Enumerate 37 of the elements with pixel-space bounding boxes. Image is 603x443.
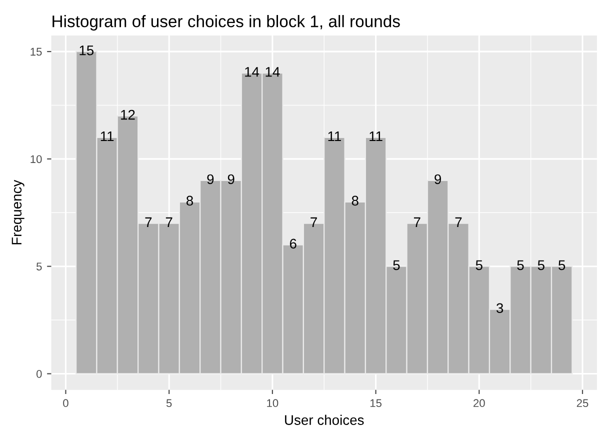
data-label: 12 [121,110,135,120]
data-label: 3 [496,303,504,314]
data-label: 7 [414,217,420,227]
data-label: 7 [145,217,152,227]
data-label: 8 [352,196,358,206]
data-label: 5 [517,260,524,270]
data-label: 15 [80,46,94,56]
data-label: 11 [328,132,341,142]
data-label: 8 [186,196,194,206]
y-tick-label: 0 [36,370,42,378]
data-label: 7 [166,217,172,227]
data-label: 5 [393,260,400,270]
data-label: 14 [245,67,260,77]
x-tick-label: 15 [370,399,382,408]
y-axis-title: Frequency [12,180,24,244]
data-label: 5 [538,260,544,270]
data-label: 14 [266,67,280,77]
y-tick-label: 10 [30,155,42,164]
data-label: 7 [455,217,462,227]
data-label: 9 [228,174,234,184]
chart-title: Histogram of user choices in block 1, all rounds [52,15,400,31]
data-label: 11 [100,132,114,142]
x-tick-label: 20 [474,399,485,408]
x-tick-label: 10 [267,399,278,408]
x-axis-title: User choices [285,414,364,425]
data-label: 9 [434,174,442,184]
x-tick-label: 25 [576,399,588,408]
data-label: 7 [310,217,317,227]
data-label: 11 [370,132,382,142]
data-label: 6 [290,238,296,249]
data-label: 9 [207,174,214,184]
data-label: 5 [558,260,566,270]
y-tick-label: 15 [30,48,42,56]
data-label: 5 [476,260,482,270]
y-tick-label: 5 [36,262,42,270]
x-tick-label: 5 [166,399,172,408]
x-tick-label: 0 [63,399,68,408]
